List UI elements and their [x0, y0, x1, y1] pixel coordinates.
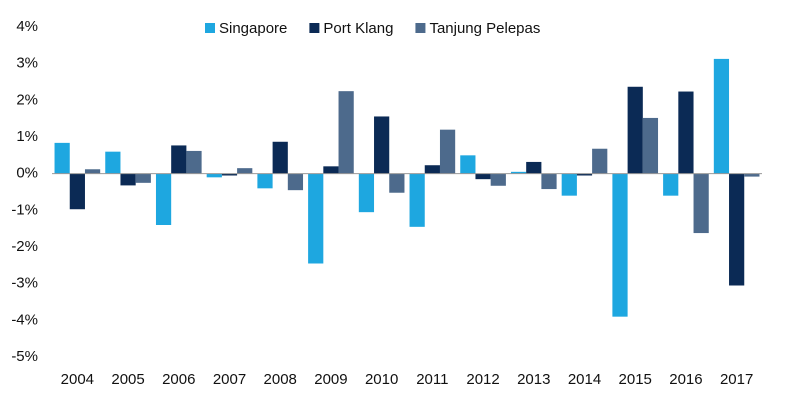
bar — [439, 129, 456, 174]
bar — [612, 173, 628, 317]
legend-label: Tanjung Pelepas — [429, 20, 540, 37]
bar — [490, 173, 506, 186]
legend-swatch — [309, 23, 320, 33]
x-tick-label: 2012 — [466, 371, 499, 388]
bar — [576, 173, 593, 176]
bar — [186, 150, 202, 174]
bar — [308, 173, 324, 264]
bar — [171, 145, 187, 174]
bar — [84, 169, 101, 174]
legend-swatch — [415, 23, 426, 33]
bar — [105, 151, 121, 174]
bar — [627, 86, 643, 174]
bar — [729, 173, 745, 286]
bar — [135, 173, 151, 183]
bar — [460, 155, 476, 174]
y-tick-label: -1% — [11, 201, 38, 218]
legend-label: Port Klang — [323, 20, 393, 37]
legend-label: Singapore — [219, 20, 287, 37]
bar — [323, 166, 339, 174]
bar — [358, 173, 375, 213]
bar — [221, 173, 238, 176]
bar — [663, 173, 679, 196]
bar — [510, 171, 527, 174]
x-tick-label: 2015 — [619, 371, 652, 388]
bar — [561, 173, 577, 196]
bar — [424, 165, 440, 174]
bar — [374, 116, 390, 174]
bar — [120, 173, 136, 186]
y-tick-label: -5% — [11, 348, 38, 365]
bar — [526, 161, 542, 174]
x-tick-label: 2014 — [568, 371, 601, 388]
x-tick-label: 2008 — [264, 371, 297, 388]
bar — [693, 173, 709, 234]
bar — [69, 173, 85, 210]
x-tick-label: 2004 — [61, 371, 94, 388]
x-tick-label: 2007 — [213, 371, 246, 388]
bar — [541, 173, 557, 190]
y-tick-label: -3% — [11, 275, 38, 292]
x-tick-label: 2017 — [720, 371, 753, 388]
y-tick-label: 4% — [16, 18, 38, 35]
y-tick-label: 3% — [16, 55, 38, 72]
x-tick-label: 2009 — [314, 371, 347, 388]
y-tick-label: -4% — [11, 311, 38, 328]
bar — [409, 173, 425, 227]
y-tick-label: 2% — [16, 91, 38, 108]
bar — [237, 168, 253, 174]
x-tick-label: 2013 — [517, 371, 550, 388]
x-tick-label: 2006 — [162, 371, 195, 388]
y-tick-label: 0% — [16, 165, 38, 182]
y-tick-label: -2% — [11, 238, 38, 255]
bar — [713, 58, 730, 174]
bar — [54, 142, 70, 174]
y-tick-label: 1% — [16, 128, 38, 145]
bar — [155, 173, 172, 225]
bar — [389, 173, 405, 193]
bar — [338, 91, 354, 174]
bar — [642, 117, 659, 174]
bar — [287, 173, 304, 191]
legend-swatch — [205, 23, 215, 33]
bar — [744, 173, 760, 177]
bar — [475, 173, 491, 180]
bar — [678, 91, 694, 174]
x-tick-label: 2016 — [669, 371, 702, 388]
bar — [272, 141, 288, 174]
x-tick-label: 2010 — [365, 371, 398, 388]
bar — [206, 173, 222, 178]
bar — [257, 173, 273, 189]
bar — [592, 148, 608, 174]
x-tick-label: 2011 — [416, 371, 448, 388]
x-tick-label: 2005 — [111, 371, 144, 388]
